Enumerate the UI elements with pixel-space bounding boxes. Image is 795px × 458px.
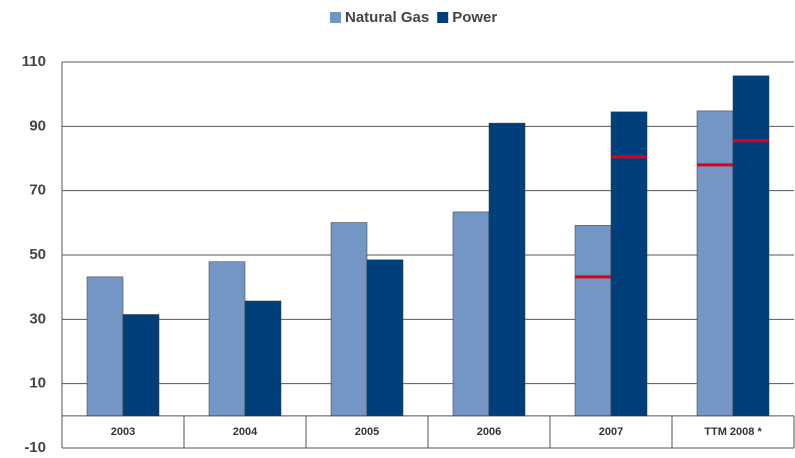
bar xyxy=(574,225,612,417)
y-tick-label: 70 xyxy=(29,182,46,199)
bar xyxy=(610,111,648,417)
x-tick-label: TTM 2008 * xyxy=(704,426,762,438)
x-tick-label: 2004 xyxy=(233,426,258,438)
x-tick-label: 2003 xyxy=(111,426,135,438)
y-tick-label: 90 xyxy=(29,117,46,134)
x-tick-label: 2006 xyxy=(477,426,501,438)
x-tick-label: 2007 xyxy=(599,426,623,438)
bar xyxy=(452,211,490,417)
y-tick-label: -10 xyxy=(24,439,46,456)
bar xyxy=(86,276,124,417)
bar xyxy=(244,300,282,417)
legend-swatch xyxy=(437,12,449,23)
legend-label: Power xyxy=(452,9,497,26)
legend-label: Natural Gas xyxy=(345,9,429,26)
bar xyxy=(488,122,526,417)
bar xyxy=(122,314,160,417)
bar xyxy=(732,75,770,417)
legend-swatch xyxy=(330,12,341,23)
bar xyxy=(366,259,404,417)
x-tick-label: 2005 xyxy=(355,426,379,438)
y-tick-label: 50 xyxy=(29,246,46,263)
y-tick-label: 30 xyxy=(29,310,46,327)
bar xyxy=(696,110,734,417)
y-tick-label: 110 xyxy=(22,53,46,70)
bar xyxy=(208,261,246,417)
bar xyxy=(330,222,368,417)
y-tick-label: 10 xyxy=(29,375,46,392)
